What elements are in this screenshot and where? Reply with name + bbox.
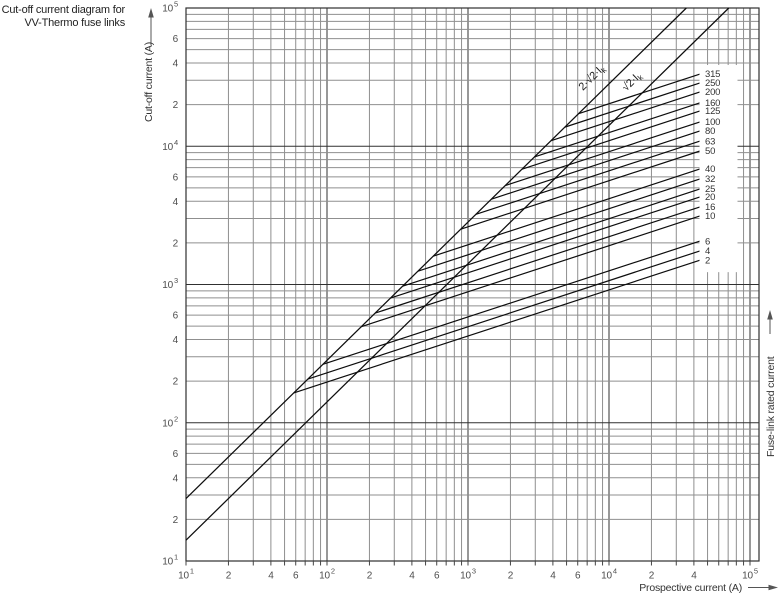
y-tick-label: 4 <box>173 473 179 484</box>
fuse-rating-label-4: 4 <box>705 246 710 257</box>
x-tick-label: 104 <box>601 567 617 582</box>
fuse-curve-160 <box>534 102 701 158</box>
fuse-rating-label-160: 160 <box>705 98 720 109</box>
fuse-curve-25 <box>402 188 701 287</box>
x-tick-label: 6 <box>434 571 440 582</box>
ref-line-label-symmetrical: √2·Ik <box>620 69 646 95</box>
fuse-rating-label-80: 80 <box>705 126 715 137</box>
y-tick-label: 103 <box>162 276 178 291</box>
fuse-curve-80 <box>491 130 701 200</box>
fuse-rating-label-250: 250 <box>705 78 720 89</box>
x-tick-label: 4 <box>550 571 556 582</box>
x-tick-label: 4 <box>691 571 697 582</box>
right-axis-arrow-icon <box>767 310 773 334</box>
fuse-curve-32 <box>417 178 701 272</box>
fuse-curve-2 <box>293 259 701 394</box>
x-tick-label: 2 <box>649 571 655 582</box>
fuse-rating-label-10: 10 <box>705 211 715 222</box>
y-tick-label: 4 <box>173 197 179 208</box>
y-tick-label: 6 <box>173 172 179 183</box>
x-tick-label: 6 <box>293 571 299 582</box>
fuse-curve-100 <box>505 121 701 187</box>
fuse-curve-125 <box>521 110 701 170</box>
fuse-rating-label-16: 16 <box>705 202 715 213</box>
y-tick-label: 105 <box>162 0 178 15</box>
fuse-curves <box>293 73 701 394</box>
fuse-rating-label-40: 40 <box>705 164 715 175</box>
x-tick-label: 2 <box>508 571 514 582</box>
y-tick-label: 4 <box>173 59 179 70</box>
fuse-rating-label-100: 100 <box>705 117 720 128</box>
fuse-curve-16 <box>374 206 701 314</box>
fuse-rating-label-20: 20 <box>705 192 715 203</box>
y-tick-label: 6 <box>173 34 179 45</box>
x-tick-label: 2 <box>367 571 373 582</box>
fuse-curve-63 <box>475 140 701 215</box>
fuse-rating-label-63: 63 <box>705 136 715 147</box>
y-tick-label: 6 <box>173 449 179 460</box>
fuse-rating-label-32: 32 <box>705 174 715 185</box>
x-tick-label: 101 <box>178 567 194 582</box>
x-tick-label: 105 <box>742 567 758 582</box>
y-tick-label: 4 <box>173 335 179 346</box>
fuse-curve-315 <box>578 73 701 115</box>
reference-lines <box>185 7 730 541</box>
x-tick-label: 4 <box>268 571 274 582</box>
fuse-curve-20 <box>390 196 701 299</box>
fuse-rating-label-25: 25 <box>705 184 715 195</box>
x-tick-label: 6 <box>575 571 581 582</box>
fuse-rating-label-50: 50 <box>705 146 715 157</box>
fuse-curve-250 <box>564 82 701 128</box>
fuse-rating-label-2: 2 <box>705 255 710 266</box>
y-tick-label: 2 <box>173 238 179 249</box>
fuse-curve-50 <box>460 150 701 230</box>
y-tick-label: 6 <box>173 311 179 322</box>
reference-line-asymmetrical <box>185 7 687 500</box>
y-tick-label: 101 <box>162 553 178 568</box>
y-tick-label: 104 <box>162 138 178 153</box>
x-tick-label: 102 <box>319 567 335 582</box>
fuse-rating-label-200: 200 <box>705 87 720 98</box>
x-tick-label: 103 <box>460 567 476 582</box>
page-title-line2: VV-Thermo fuse links <box>24 17 125 29</box>
x-tick-label: 2 <box>226 571 232 582</box>
reference-line-symmetrical <box>185 7 730 541</box>
fuse-curve-6 <box>322 240 701 365</box>
y-tick-label: 102 <box>162 414 178 429</box>
fuse-curve-10 <box>361 215 701 328</box>
page-title-line1: Cut-off current diagram for <box>2 4 126 16</box>
fuse-rating-label-315: 315 <box>705 69 720 80</box>
fuse-rating-label-6: 6 <box>705 236 710 247</box>
log-grid <box>185 7 759 562</box>
x-axis-title: Prospective current (A) <box>639 582 742 594</box>
fuse-curve-200 <box>550 91 701 142</box>
fuse-rating-label-125: 125 <box>705 106 720 117</box>
x-axis-arrow-icon <box>748 584 778 591</box>
right-axis-title: Fuse-link rated current <box>765 356 777 457</box>
y-tick-label: 2 <box>173 100 179 111</box>
fuse-curve-40 <box>433 168 701 257</box>
y-tick-label: 2 <box>173 515 179 526</box>
y-axis-title: Cut-off current (A) <box>143 42 155 122</box>
plot-frame <box>185 7 760 562</box>
fuse-curve-4 <box>307 250 701 380</box>
y-tick-label: 2 <box>173 377 179 388</box>
y-axis-arrow-icon <box>148 8 154 45</box>
x-tick-label: 4 <box>409 571 415 582</box>
